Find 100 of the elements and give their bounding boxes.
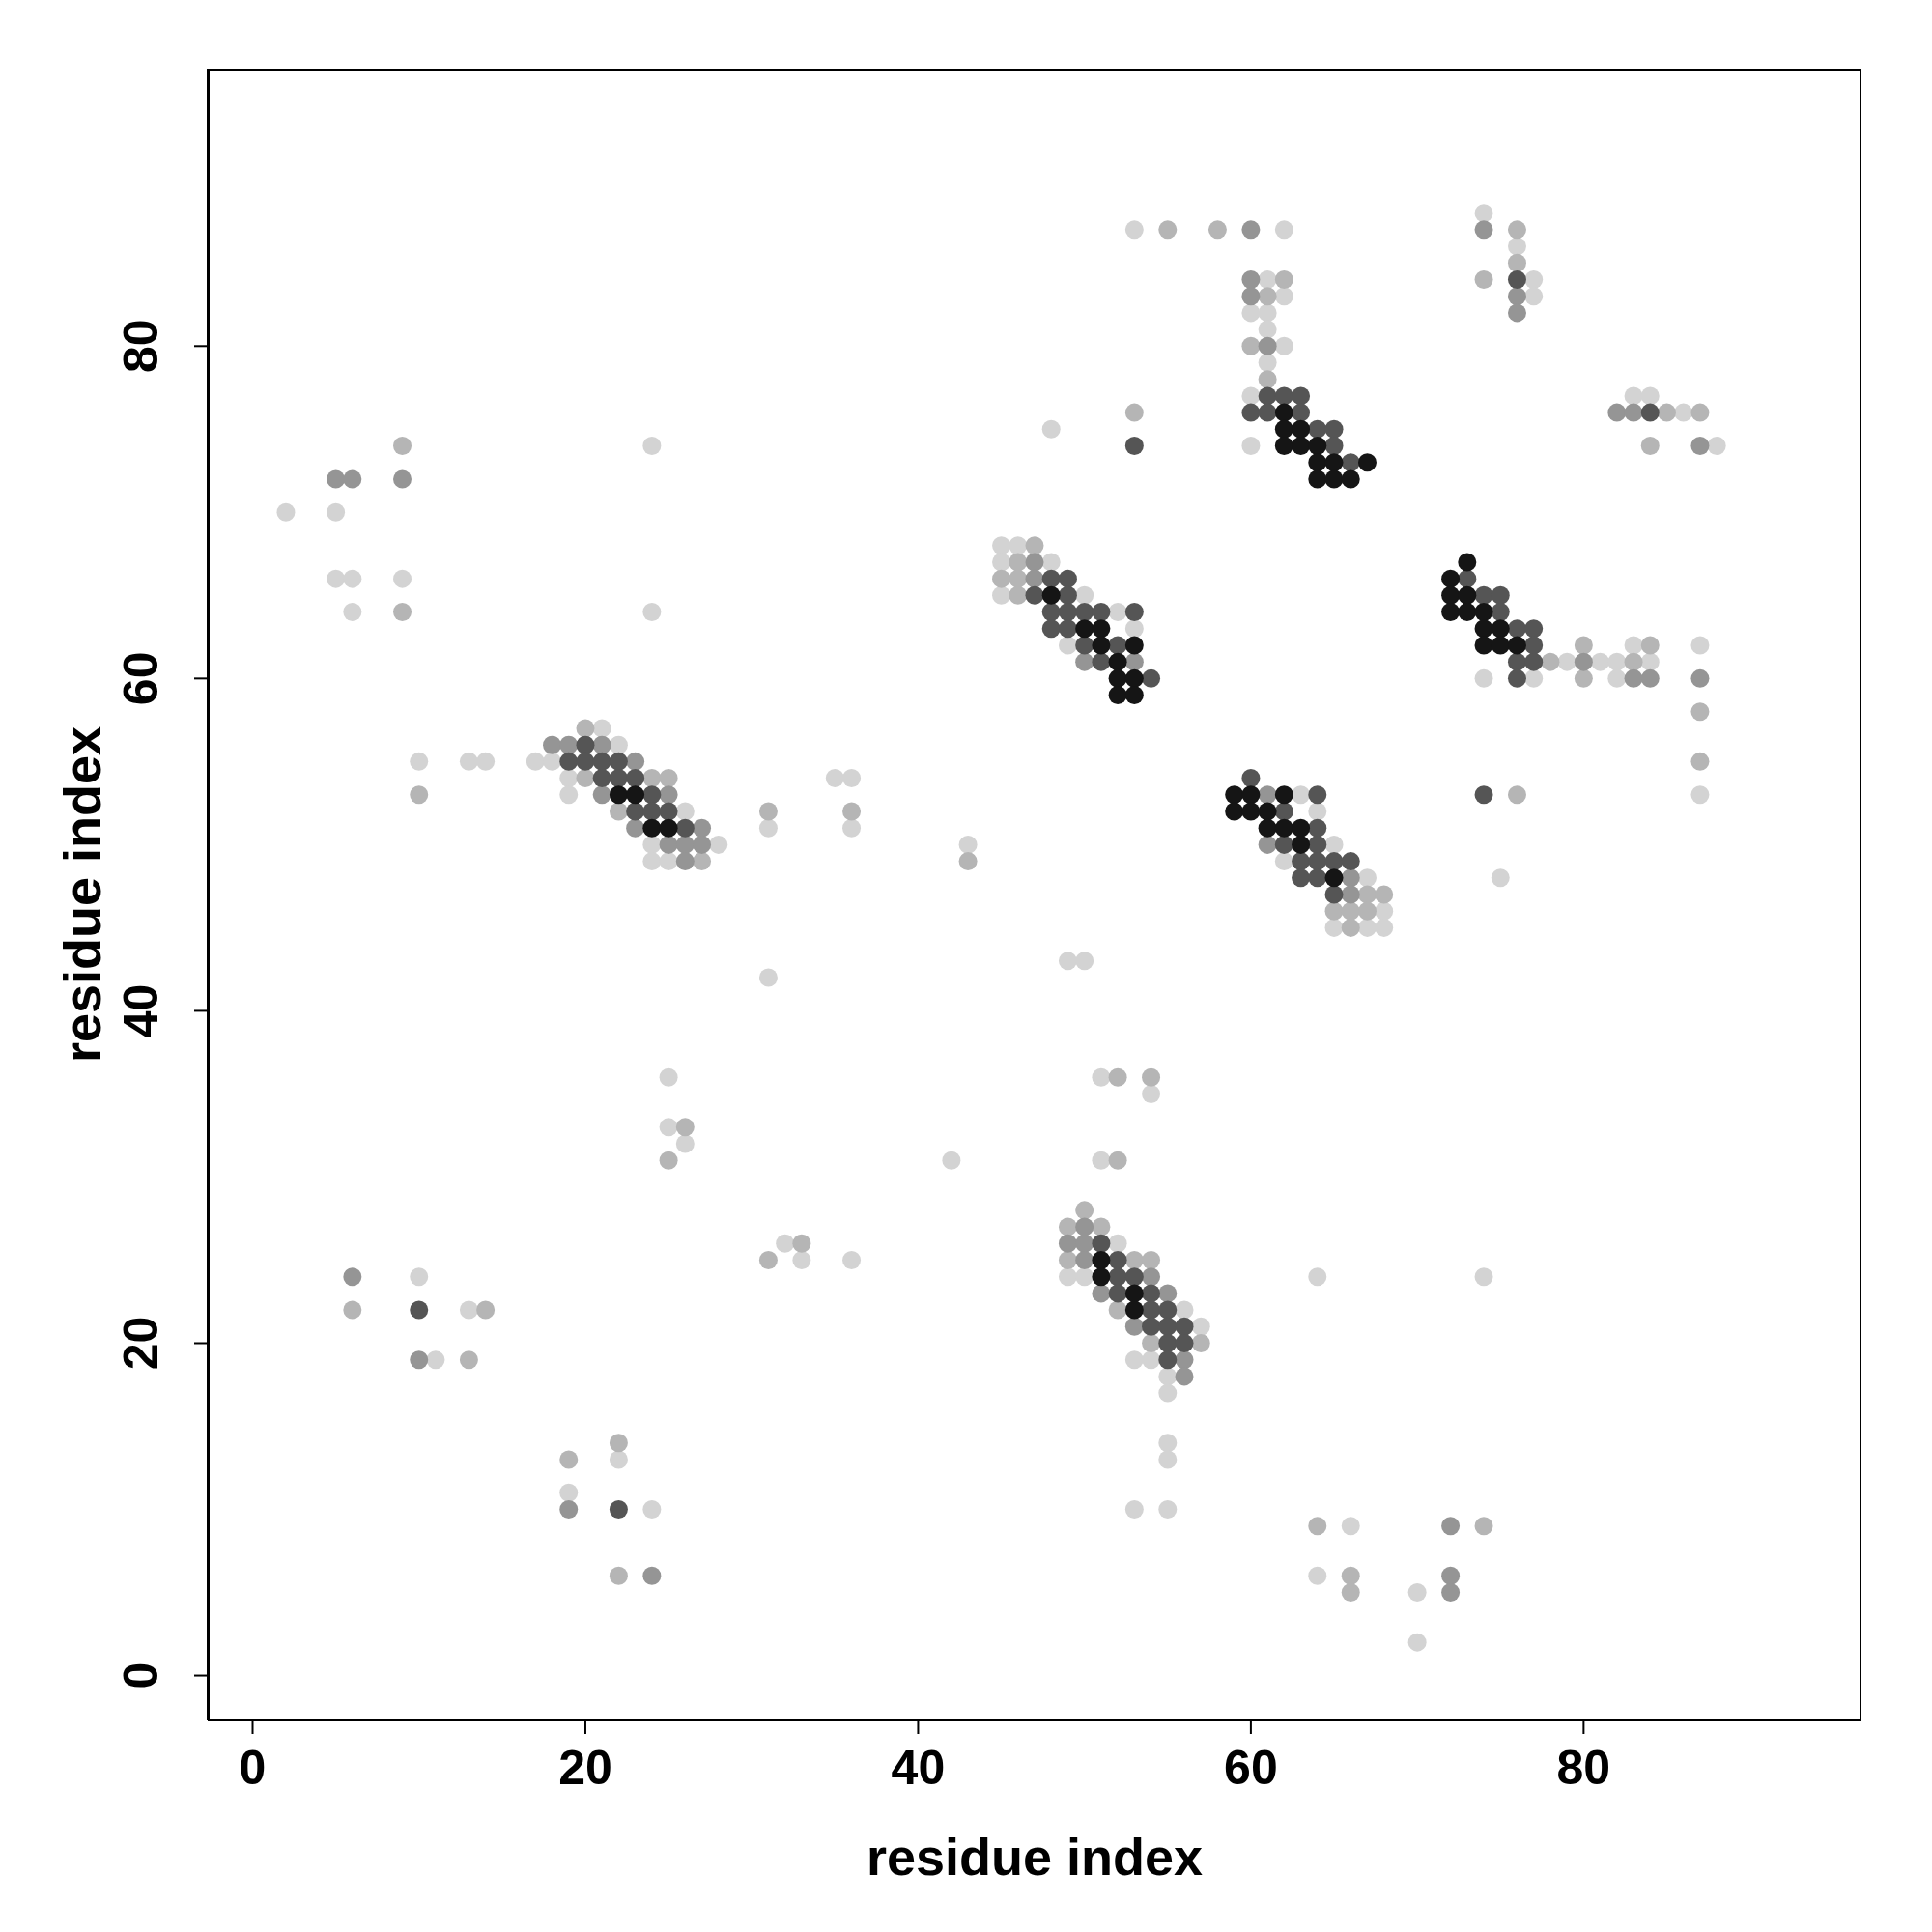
point (609, 785, 628, 805)
point (1474, 619, 1493, 639)
point (1474, 603, 1493, 622)
point (1124, 1284, 1144, 1303)
point (1341, 885, 1360, 904)
point (1507, 303, 1526, 323)
point (1274, 403, 1293, 422)
x-tick-label: 0 (239, 1740, 267, 1795)
point (1258, 336, 1277, 355)
point (1441, 1566, 1461, 1585)
point (1258, 835, 1277, 854)
x-tick-label: 80 (1556, 1740, 1611, 1795)
point (1225, 785, 1244, 805)
point (1225, 802, 1244, 821)
point (1124, 686, 1144, 705)
point (1441, 569, 1461, 588)
point (343, 469, 362, 489)
point (1025, 553, 1044, 572)
point (1274, 419, 1293, 439)
point (559, 1500, 579, 1520)
point (1274, 785, 1293, 805)
point (1474, 636, 1493, 655)
point (1292, 818, 1311, 838)
point (1308, 453, 1327, 472)
point (1075, 1234, 1094, 1253)
point (592, 735, 611, 754)
point (693, 835, 712, 854)
point (1474, 220, 1493, 240)
y-tick-label: 60 (114, 651, 168, 706)
point (1092, 1284, 1111, 1303)
point (1241, 802, 1261, 821)
point (642, 1566, 662, 1585)
point (1142, 1267, 1161, 1287)
point (1258, 818, 1277, 838)
point (1507, 287, 1526, 306)
point (659, 785, 678, 805)
point (1690, 437, 1710, 456)
point (1241, 785, 1261, 805)
point (626, 785, 645, 805)
y-tick-label: 20 (114, 1316, 168, 1371)
point (393, 469, 412, 489)
point (1458, 603, 1477, 622)
point (1108, 668, 1127, 688)
point (1607, 403, 1627, 422)
point (1041, 585, 1061, 605)
point (1308, 469, 1327, 489)
point (626, 752, 645, 771)
point (410, 1350, 429, 1370)
point (1357, 453, 1377, 472)
x-tick-label: 20 (558, 1740, 612, 1795)
point (1025, 569, 1044, 588)
point (1092, 1250, 1111, 1269)
point (659, 818, 678, 838)
point (343, 1267, 362, 1287)
point (1124, 636, 1144, 655)
point (1274, 437, 1293, 456)
point (1624, 668, 1643, 688)
point (1124, 668, 1144, 688)
y-axis-title: residue index (53, 725, 112, 1064)
point (1308, 437, 1327, 456)
point (559, 735, 579, 754)
x-tick-label: 40 (891, 1740, 946, 1795)
point (1058, 1234, 1077, 1253)
point (1092, 636, 1111, 655)
point (1441, 585, 1461, 605)
y-tick-label: 40 (114, 983, 168, 1038)
point (1124, 1300, 1144, 1320)
point (1292, 437, 1311, 456)
point (1292, 419, 1311, 439)
point (1075, 1250, 1094, 1269)
point (1175, 1367, 1194, 1386)
point (1507, 636, 1526, 655)
point (1108, 686, 1127, 705)
point (693, 818, 712, 838)
point (1108, 652, 1127, 671)
point (626, 818, 645, 838)
point (1124, 1317, 1144, 1336)
point (1241, 270, 1261, 289)
point (1624, 403, 1643, 422)
point (1258, 802, 1277, 821)
point (1491, 636, 1510, 655)
y-tick-label: 0 (114, 1662, 168, 1690)
point (1092, 1267, 1111, 1287)
point (1458, 553, 1477, 572)
point (1574, 652, 1593, 671)
y-tick-label: 80 (114, 319, 168, 374)
point (1241, 220, 1261, 240)
point (1324, 469, 1344, 489)
point (1458, 585, 1477, 605)
point (1274, 818, 1293, 838)
point (1341, 469, 1360, 489)
point (543, 735, 562, 754)
point (1324, 453, 1344, 472)
point (1075, 652, 1094, 671)
point (1075, 1217, 1094, 1236)
point (1292, 835, 1311, 854)
point (1441, 1517, 1461, 1536)
point (1491, 619, 1510, 639)
point (642, 818, 662, 838)
point (327, 469, 346, 489)
